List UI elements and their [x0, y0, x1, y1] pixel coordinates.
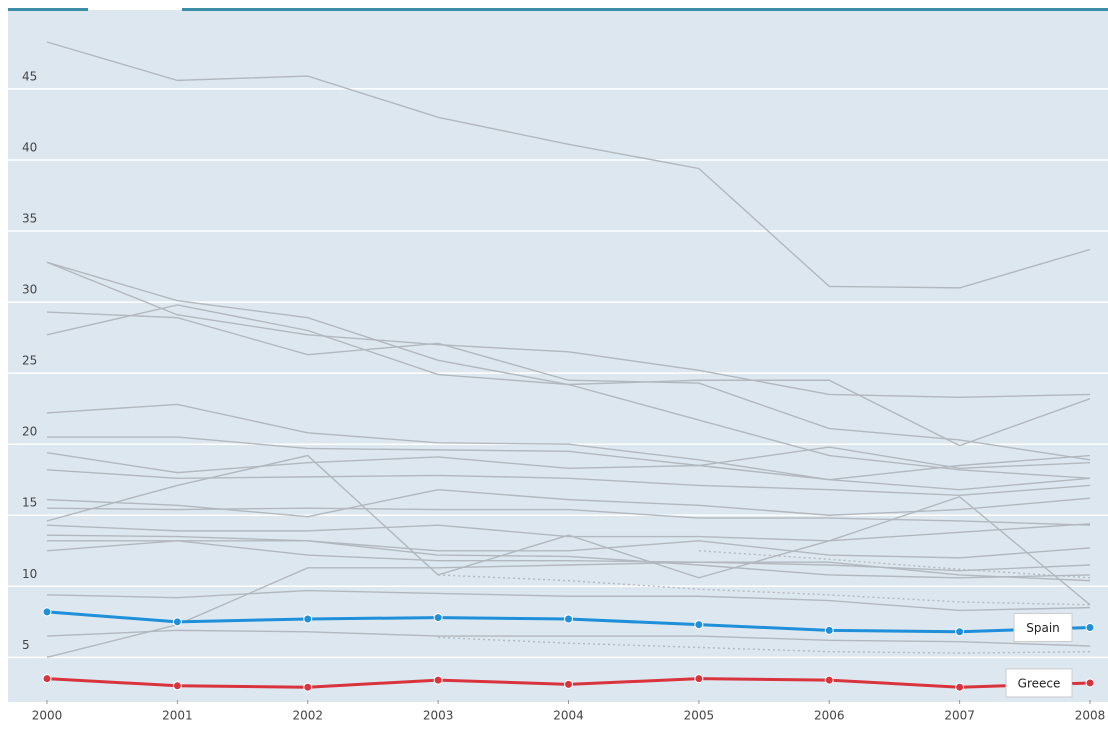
- line: [46, 41, 1091, 289]
- tab-strip: [182, 8, 1108, 11]
- line: [46, 629, 1091, 647]
- line: [46, 507, 1091, 526]
- series-label: Greece: [1018, 676, 1061, 690]
- x-tick-label: 2004: [553, 709, 584, 723]
- tab-strip: [8, 8, 88, 11]
- line: [46, 589, 1091, 612]
- x-tick-label: 2001: [162, 709, 193, 723]
- point: [433, 613, 443, 623]
- y-tick-label: 15: [22, 496, 37, 510]
- point: [303, 682, 313, 692]
- x-tick-label: 2008: [1075, 709, 1106, 723]
- line: [46, 523, 1091, 542]
- x-tick-label: 2002: [292, 709, 323, 723]
- y-tick-label: 45: [22, 69, 37, 83]
- y-tick-label: 30: [22, 283, 37, 297]
- line: [46, 304, 1091, 447]
- line: [46, 469, 1091, 497]
- line: [46, 311, 1091, 461]
- x-tick-label: 2007: [944, 709, 975, 723]
- y-tick-label: 5: [22, 638, 30, 652]
- point: [433, 675, 443, 685]
- point: [303, 614, 313, 624]
- line: [438, 574, 1091, 606]
- y-tick-label: 10: [22, 567, 37, 581]
- point: [42, 674, 52, 684]
- series-label-box: [1013, 613, 1073, 643]
- x-tick-label: 2005: [684, 709, 715, 723]
- labels: 5 10 15 20 25 30 35 40 45 2000 2001 2002 2003 2004 200…: [22, 69, 1105, 722]
- lines: [42, 41, 1095, 692]
- point: [694, 620, 704, 630]
- line: [46, 452, 1091, 491]
- line: [47, 540, 1091, 579]
- line: [46, 561, 1091, 659]
- point: [1085, 678, 1095, 688]
- line: [698, 550, 1091, 579]
- point: [955, 627, 965, 637]
- line: [47, 436, 1091, 470]
- point: [824, 675, 834, 685]
- y-tick-label: 35: [22, 212, 37, 226]
- x-tick-label: 2006: [814, 709, 845, 723]
- point: [694, 674, 704, 684]
- x-tick-label: 2003: [423, 709, 454, 723]
- line: [46, 540, 1091, 572]
- line: [46, 261, 1091, 398]
- series-label-box: [1005, 668, 1073, 698]
- point: [824, 625, 834, 635]
- point: [172, 681, 182, 691]
- point: [172, 617, 182, 627]
- y-tick-label: 20: [22, 425, 37, 439]
- line: [46, 534, 1091, 559]
- point: [564, 679, 573, 689]
- y-tick-label: 25: [22, 354, 37, 368]
- x-tick-label: 2000: [32, 709, 63, 723]
- series-label: Spain: [1026, 621, 1060, 635]
- point: [564, 614, 573, 624]
- point: [955, 682, 965, 692]
- line: [46, 403, 1091, 481]
- line: [438, 636, 1091, 654]
- point: [42, 607, 52, 617]
- y-tick-label: 40: [22, 140, 37, 154]
- point: [1085, 623, 1095, 633]
